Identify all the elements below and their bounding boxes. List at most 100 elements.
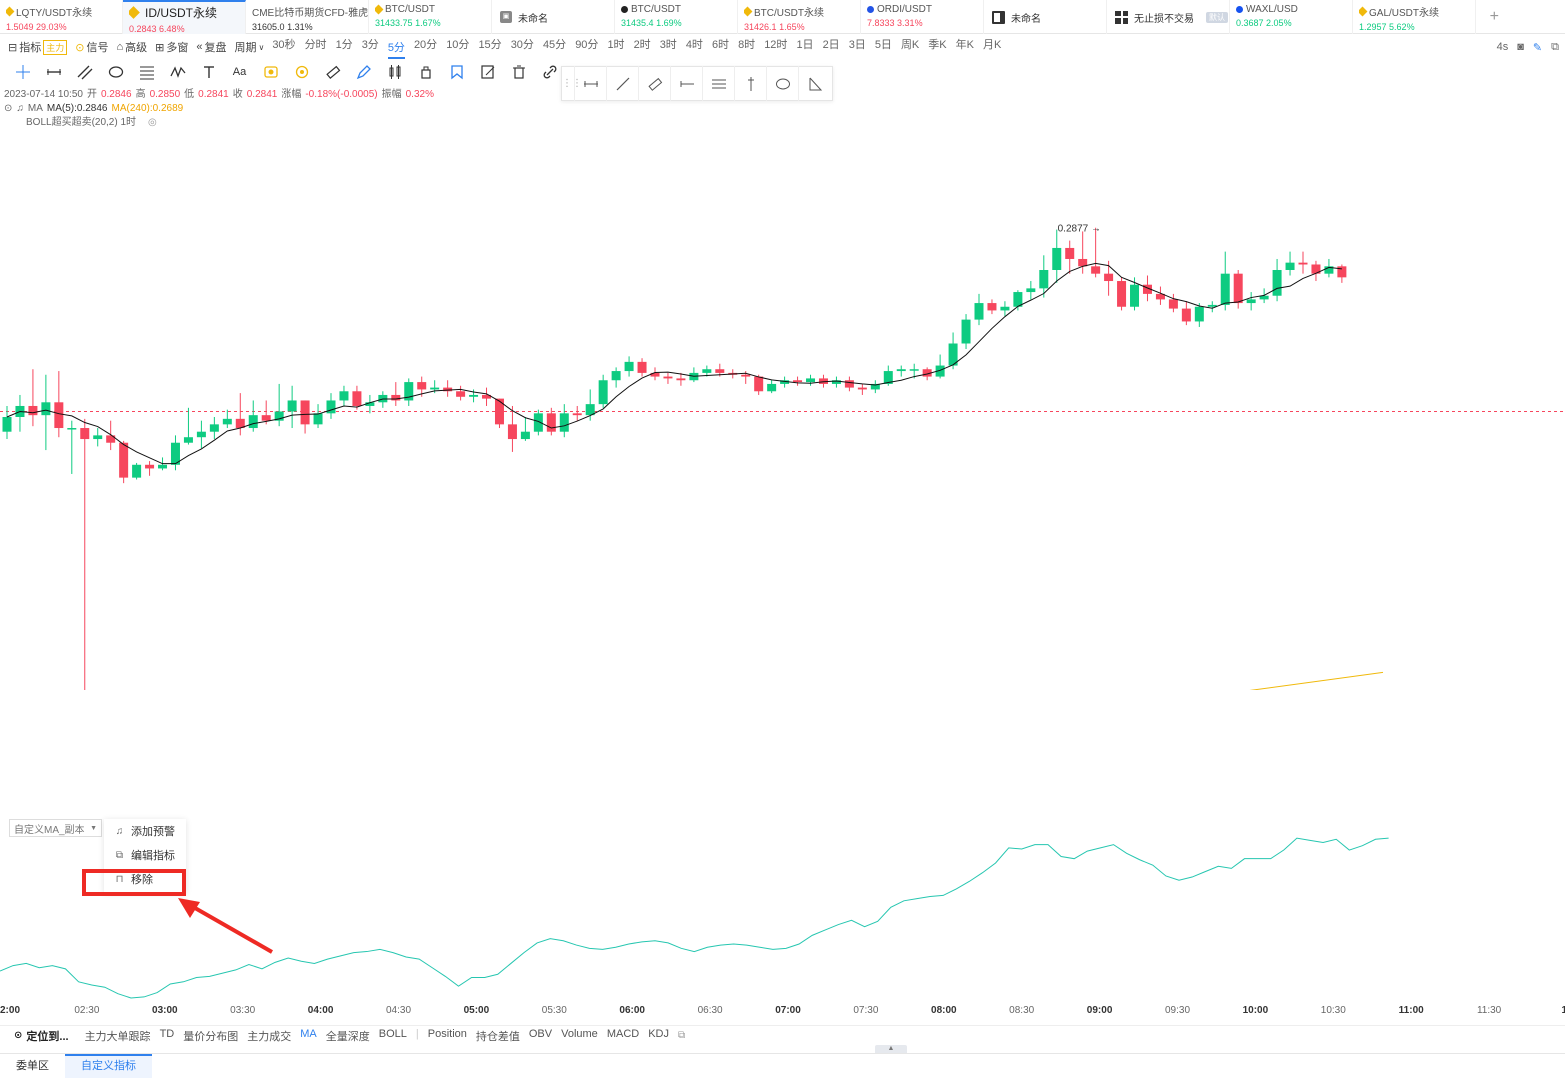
period-3分[interactable]: 3分 bbox=[361, 38, 379, 51]
link-tool[interactable] bbox=[537, 61, 562, 83]
panel-tab[interactable]: 委单区 bbox=[16, 1060, 49, 1072]
period-5日[interactable]: 5日 bbox=[874, 38, 892, 51]
drag-handle-icon[interactable]: ⋮⋮ bbox=[562, 78, 582, 89]
period-月K[interactable]: 月K bbox=[982, 38, 1002, 51]
add-tab-button[interactable]: + bbox=[1489, 8, 1499, 25]
bell-icon[interactable]: ♫ bbox=[16, 103, 24, 114]
period-2日[interactable]: 2日 bbox=[822, 38, 840, 51]
pen-tool[interactable] bbox=[351, 61, 376, 83]
camera-icon[interactable]: ◙ bbox=[1517, 40, 1524, 53]
indicator-BOLL[interactable]: BOLL bbox=[378, 1027, 407, 1040]
period-dropdown[interactable]: 周期 ∨ bbox=[234, 39, 264, 55]
panel-tab[interactable]: 自定义指标 bbox=[65, 1054, 152, 1078]
advanced-button[interactable]: ⌂ 高级 bbox=[116, 39, 147, 55]
period-周K[interactable]: 周K bbox=[900, 38, 920, 51]
wave-tool[interactable] bbox=[165, 61, 190, 83]
period-8时[interactable]: 8时 bbox=[738, 38, 756, 51]
ray-tool[interactable] bbox=[670, 66, 702, 101]
menu-item-edit-indicator[interactable]: ⧉ 编辑指标 bbox=[104, 843, 186, 867]
text-tool[interactable]: Aa bbox=[227, 61, 252, 83]
symbol-tab[interactable]: ORDI/USDT 7.8333 3.31% bbox=[861, 0, 984, 34]
symbol-tab[interactable]: ▣ 未命名 bbox=[492, 0, 615, 34]
period-1日[interactable]: 1日 bbox=[796, 38, 814, 51]
symbol-tab[interactable]: LQTY/USDT永续 1.5049 29.03% bbox=[0, 0, 123, 34]
period-3日[interactable]: 3日 bbox=[848, 38, 866, 51]
period-10分[interactable]: 10分 bbox=[446, 38, 470, 51]
edit-tool[interactable] bbox=[475, 61, 500, 83]
locate-button[interactable]: ⊙ 定位到... bbox=[14, 1028, 69, 1044]
indicator-量价分布图[interactable]: 量价分布图 bbox=[183, 1030, 239, 1043]
indicator-持仓差值[interactable]: 持仓差值 bbox=[475, 1030, 520, 1043]
symbol-tab-active[interactable]: ID/USDT永续 0.2843 6.48% bbox=[123, 0, 246, 34]
collapse-icon[interactable]: ⊙ bbox=[4, 103, 13, 114]
menu-item-remove[interactable]: ⊓ 移除 bbox=[104, 867, 186, 891]
symbol-tab[interactable]: BTC/USDT 31433.75 1.67% bbox=[369, 0, 492, 34]
period-分时[interactable]: 分时 bbox=[304, 38, 327, 51]
bookmark-tool[interactable] bbox=[444, 61, 469, 83]
indicator-TD[interactable]: TD bbox=[159, 1027, 175, 1040]
indicator-OBV[interactable]: OBV bbox=[528, 1027, 553, 1040]
period-1分[interactable]: 1分 bbox=[335, 38, 353, 51]
hline-segment-tool[interactable] bbox=[574, 66, 606, 101]
indicator-select[interactable]: 自定义MA_副本 ▼ bbox=[9, 819, 102, 837]
edit-icon[interactable]: ⧉ bbox=[677, 1030, 686, 1041]
multi-window-button[interactable]: ⊞ 多窗 bbox=[155, 39, 188, 55]
circle-tool[interactable] bbox=[766, 66, 798, 101]
fib-tool[interactable] bbox=[134, 61, 159, 83]
symbol-tab[interactable]: BTC/USDT永续 31426.1 1.65% bbox=[738, 0, 861, 34]
magnet-tool[interactable] bbox=[289, 61, 314, 83]
symbol-tab[interactable]: CME比特币期货CFD-雅虎 31605.0 1.31% bbox=[246, 0, 369, 34]
period-12时[interactable]: 12时 bbox=[764, 38, 788, 51]
period-1时[interactable]: 1时 bbox=[607, 38, 625, 51]
period-3时[interactable]: 3时 bbox=[659, 38, 677, 51]
candlestick-chart[interactable]: 0.2877 →← 0.2681 bbox=[0, 130, 1565, 690]
ruler-tool[interactable] bbox=[320, 61, 345, 83]
diagonal-line-tool[interactable] bbox=[606, 66, 638, 101]
pencil-icon[interactable]: ✎ bbox=[1532, 41, 1543, 54]
period-4时[interactable]: 4时 bbox=[685, 38, 703, 51]
period-5分[interactable]: 5分 bbox=[387, 39, 405, 59]
period-45分[interactable]: 45分 bbox=[542, 38, 567, 51]
lock-tool[interactable] bbox=[413, 61, 438, 83]
indicator-button[interactable]: ⊟ 指标 主力 bbox=[8, 39, 68, 55]
menu-item-add-alert[interactable]: ♫ 添加预警 bbox=[104, 819, 186, 843]
ruler-tool[interactable] bbox=[638, 66, 670, 101]
indicator-KDJ[interactable]: KDJ bbox=[648, 1027, 669, 1040]
indicator-主力成交[interactable]: 主力成交 bbox=[247, 1030, 292, 1043]
measure-tool[interactable] bbox=[196, 61, 221, 83]
vertical-line-tool[interactable] bbox=[734, 66, 766, 101]
period-20分[interactable]: 20分 bbox=[413, 38, 438, 51]
period-30分[interactable]: 30分 bbox=[510, 38, 534, 51]
eye-icon[interactable]: ◎ bbox=[148, 117, 157, 128]
indicator-全量深度[interactable]: 全量深度 bbox=[325, 1030, 370, 1043]
indicator-Position[interactable]: Position bbox=[427, 1027, 467, 1040]
symbol-tab[interactable]: WAXL/USD 0.3687 2.05% bbox=[1230, 0, 1353, 34]
fullscreen-icon[interactable]: ⧉ bbox=[1551, 40, 1559, 53]
crosshair-tool[interactable] bbox=[10, 61, 35, 83]
symbol-tab[interactable]: 未命名 bbox=[984, 0, 1107, 34]
signal-button[interactable]: ⊙ 信号 bbox=[75, 39, 108, 55]
indicator-主力大单跟踪[interactable]: 主力大单跟踪 bbox=[84, 1030, 151, 1043]
trend-lines-tool[interactable] bbox=[72, 61, 97, 83]
symbol-tab[interactable]: BTC/USDT 31435.4 1.69% bbox=[615, 0, 738, 34]
period-季K[interactable]: 季K bbox=[928, 38, 947, 51]
period-15分[interactable]: 15分 bbox=[478, 38, 502, 51]
parallel-lines-tool[interactable] bbox=[702, 66, 734, 101]
symbol-tab[interactable]: GAL/USDT永续 1.2957 5.62% bbox=[1353, 0, 1476, 34]
symbol-tab[interactable]: 无止损不交易 默认 bbox=[1107, 0, 1230, 34]
trash-tool[interactable] bbox=[506, 61, 531, 83]
indicator-chart[interactable] bbox=[0, 820, 1565, 1005]
replay-button[interactable]: « 复盘 bbox=[196, 39, 226, 55]
angle-tool[interactable] bbox=[798, 66, 830, 101]
ellipse-tool[interactable] bbox=[103, 61, 128, 83]
indicator-Volume[interactable]: Volume bbox=[561, 1027, 598, 1040]
period-6时[interactable]: 6时 bbox=[711, 38, 730, 51]
brush-tool[interactable] bbox=[258, 61, 283, 83]
indicator-MA[interactable]: MA bbox=[300, 1027, 317, 1040]
period-年K[interactable]: 年K bbox=[955, 38, 974, 51]
period-2时[interactable]: 2时 bbox=[633, 38, 651, 51]
period-30秒[interactable]: 30秒 bbox=[272, 38, 296, 51]
collapse-panel-button[interactable]: ▲ bbox=[875, 1045, 907, 1053]
indicator-MACD[interactable]: MACD bbox=[606, 1027, 640, 1040]
period-90分[interactable]: 90分 bbox=[575, 38, 599, 51]
